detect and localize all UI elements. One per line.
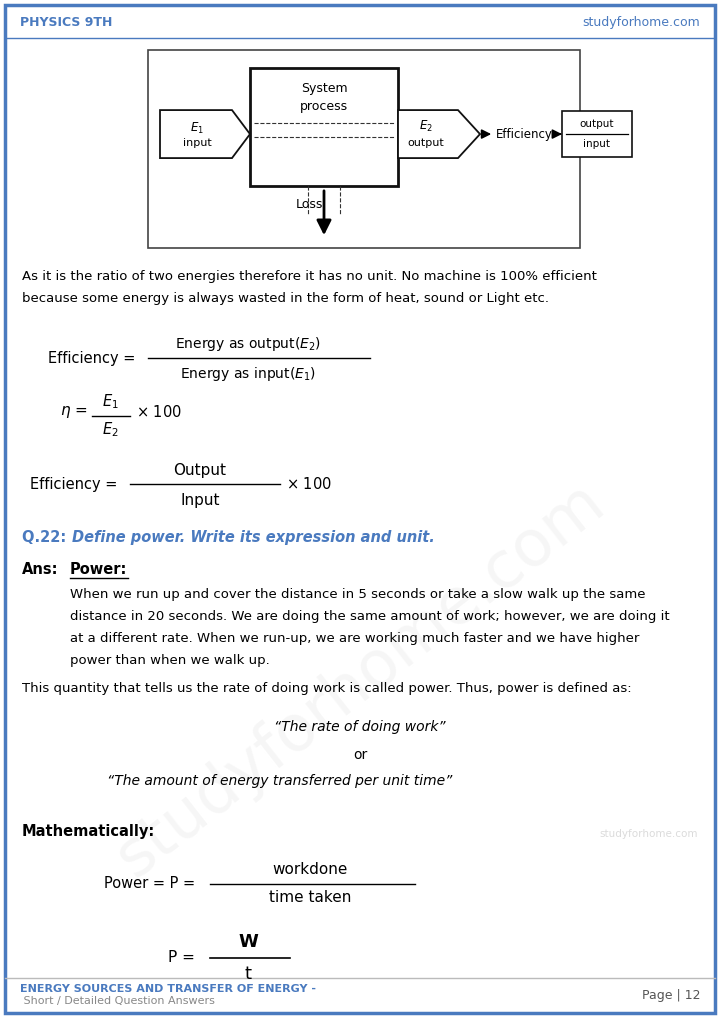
Text: $\times$ 100: $\times$ 100 bbox=[286, 476, 332, 492]
Text: Energy as input$(E_1)$: Energy as input$(E_1)$ bbox=[180, 365, 316, 383]
Text: Output: Output bbox=[174, 462, 227, 477]
Text: Loss: Loss bbox=[296, 197, 323, 211]
Text: studyforhome.com: studyforhome.com bbox=[582, 15, 700, 29]
Text: time taken: time taken bbox=[269, 891, 351, 905]
Text: distance in 20 seconds. We are doing the same amount of work; however, we are do: distance in 20 seconds. We are doing the… bbox=[70, 610, 670, 623]
Text: P =: P = bbox=[168, 951, 200, 965]
Text: Input: Input bbox=[180, 493, 220, 508]
Text: output: output bbox=[580, 119, 614, 129]
FancyBboxPatch shape bbox=[5, 5, 715, 1013]
Text: When we run up and cover the distance in 5 seconds or take a slow walk up the sa: When we run up and cover the distance in… bbox=[70, 588, 646, 601]
Text: workdone: workdone bbox=[272, 862, 348, 878]
Text: $\times$ 100: $\times$ 100 bbox=[136, 404, 182, 420]
Text: $\eta$ =: $\eta$ = bbox=[60, 404, 88, 420]
Text: t: t bbox=[245, 965, 251, 983]
Polygon shape bbox=[160, 110, 250, 158]
Text: Efficiency =: Efficiency = bbox=[30, 476, 122, 492]
Text: Power = P =: Power = P = bbox=[104, 876, 200, 892]
Bar bbox=[250, 68, 398, 186]
Text: output: output bbox=[408, 138, 444, 148]
Text: Define power. Write its expression and unit.: Define power. Write its expression and u… bbox=[72, 530, 435, 545]
Text: Page | 12: Page | 12 bbox=[642, 988, 700, 1002]
Text: input: input bbox=[183, 138, 212, 148]
Text: This quantity that tells us the rate of doing work is called power. Thus, power : This quantity that tells us the rate of … bbox=[22, 682, 631, 695]
Text: power than when we walk up.: power than when we walk up. bbox=[70, 654, 270, 667]
Text: process: process bbox=[300, 100, 348, 113]
Text: Short / Detailed Question Answers: Short / Detailed Question Answers bbox=[20, 996, 215, 1006]
Text: Efficiency: Efficiency bbox=[496, 127, 553, 140]
Text: Q.22:: Q.22: bbox=[22, 530, 71, 545]
Text: W: W bbox=[238, 934, 258, 951]
Text: input: input bbox=[583, 139, 611, 150]
Text: $E_2$: $E_2$ bbox=[102, 420, 118, 440]
Text: Mathematically:: Mathematically: bbox=[22, 824, 156, 839]
Text: studyforhome.com: studyforhome.com bbox=[104, 470, 616, 890]
Text: Ans:: Ans: bbox=[22, 562, 58, 577]
Bar bbox=[148, 50, 580, 248]
Text: because some energy is always wasted in the form of heat, sound or Light etc.: because some energy is always wasted in … bbox=[22, 292, 549, 305]
Text: or: or bbox=[353, 748, 367, 762]
Text: Power:: Power: bbox=[70, 562, 127, 577]
Text: ENERGY SOURCES AND TRANSFER OF ENERGY -: ENERGY SOURCES AND TRANSFER OF ENERGY - bbox=[20, 984, 316, 994]
Text: $E_2$: $E_2$ bbox=[419, 118, 433, 133]
Text: “The amount of energy transferred per unit time”: “The amount of energy transferred per un… bbox=[107, 774, 453, 788]
Text: $E_1$: $E_1$ bbox=[190, 120, 204, 135]
Text: Efficiency =: Efficiency = bbox=[48, 350, 140, 365]
Polygon shape bbox=[398, 110, 480, 158]
Text: studyforhome.com: studyforhome.com bbox=[600, 829, 698, 839]
Text: Energy as output$(E_2)$: Energy as output$(E_2)$ bbox=[175, 335, 321, 353]
Text: “The rate of doing work”: “The rate of doing work” bbox=[274, 720, 446, 734]
Bar bbox=[562, 111, 632, 157]
Text: PHYSICS 9TH: PHYSICS 9TH bbox=[20, 15, 112, 29]
Text: at a different rate. When we run-up, we are working much faster and we have high: at a different rate. When we run-up, we … bbox=[70, 632, 639, 645]
Text: $E_1$: $E_1$ bbox=[102, 393, 118, 411]
Text: System: System bbox=[301, 81, 347, 95]
Text: As it is the ratio of two energies therefore it has no unit. No machine is 100% : As it is the ratio of two energies there… bbox=[22, 270, 597, 283]
